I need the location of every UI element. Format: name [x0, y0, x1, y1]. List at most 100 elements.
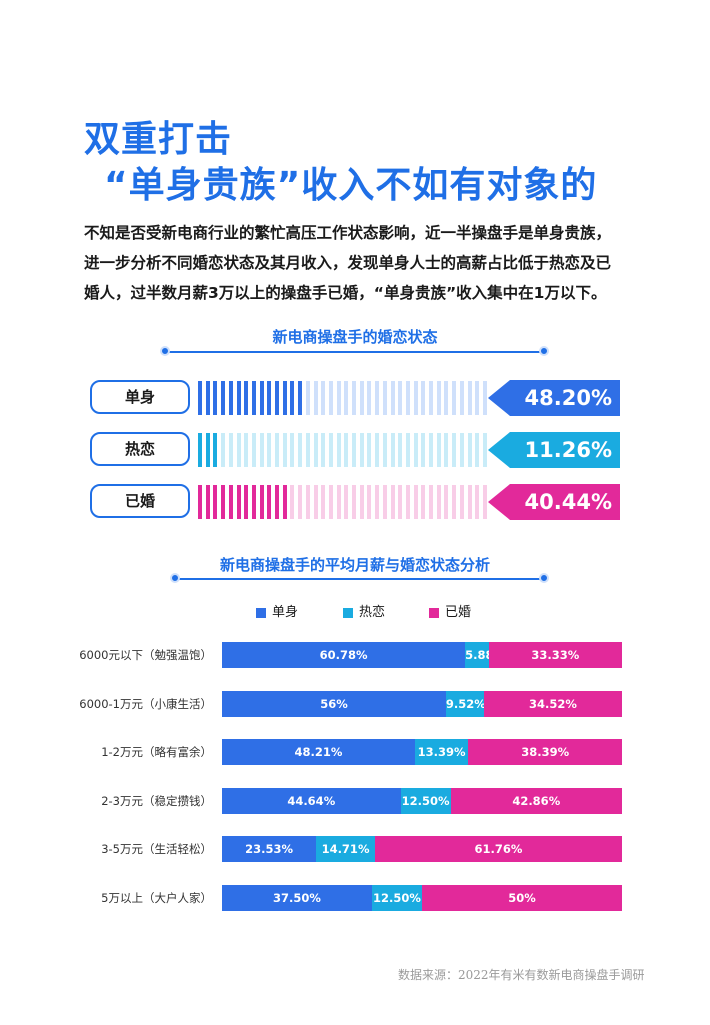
stripe-empty [421, 485, 426, 519]
stripe-empty [413, 485, 418, 519]
stripe-empty [467, 485, 472, 519]
bar-category-label: 5万以上（大户人家） [101, 890, 212, 905]
stripe-empty [244, 433, 249, 467]
stripe-empty [328, 381, 333, 415]
status-percent-label: 11.26% [524, 438, 612, 462]
stripe-empty [328, 485, 333, 519]
stripe-empty [313, 433, 318, 467]
stripe-empty [236, 433, 241, 467]
bar-row: 5万以上（大户人家） 37.50% 12.50% 50% [0, 884, 710, 911]
stripe-filled [290, 381, 295, 415]
stripe-empty [413, 433, 418, 467]
stripe-empty [429, 485, 433, 519]
stripe-empty [444, 381, 449, 415]
stripe-empty [421, 433, 426, 467]
stripe-empty [375, 433, 380, 467]
bar-segment-label: 23.53% [245, 842, 293, 856]
stripe-empty [367, 485, 372, 519]
stripe-empty [459, 433, 464, 467]
stripe-filled [251, 381, 256, 415]
stripe-filled [198, 381, 202, 415]
stripe-filled [259, 485, 264, 519]
status-label: 已婚 [90, 484, 190, 518]
stripe-empty [298, 485, 303, 519]
stripe-empty [482, 433, 487, 467]
bar-segment [468, 739, 622, 765]
bar-segment-label: 42.86% [512, 793, 561, 808]
stripe-filled [213, 381, 218, 415]
bar-category-label: 6000元以下（勉强温饱） [79, 648, 212, 662]
bar-segment-label: 44.64% [287, 793, 336, 808]
stripe-filled [221, 485, 226, 519]
section1-divider [165, 351, 545, 353]
bar-segment-label: 5.88% [465, 648, 506, 662]
stripe-empty [444, 433, 449, 467]
bar-segment [400, 787, 451, 814]
stripe-empty [436, 485, 441, 519]
section2-divider [175, 578, 545, 580]
bar-segment [374, 836, 622, 862]
stripe-empty [398, 433, 403, 467]
stripe-filled [205, 381, 210, 415]
stripe-filled [198, 485, 202, 519]
bar-row: 6000-1万元（小康生活） 56% 9.52% 34.52% [0, 690, 710, 717]
stripe-filled [275, 485, 279, 519]
bar-category-label: 6000-1万元（小康生活） [79, 696, 212, 711]
section2-divider-dot-right [539, 573, 549, 583]
stripe-empty [367, 433, 372, 467]
stripe-empty [282, 433, 287, 467]
stripe-empty [452, 485, 457, 519]
stripe-empty [290, 485, 295, 519]
page-title-line1: 双重打击 [84, 119, 233, 160]
stripe-empty [336, 485, 341, 519]
bar-segment [222, 642, 466, 668]
status-label: 热恋 [90, 432, 190, 466]
stripe-empty [367, 381, 372, 415]
stripe-empty [444, 485, 449, 519]
stripe-empty [413, 381, 418, 415]
status-percent-badge: 11.26% [488, 432, 620, 468]
stripe-empty [228, 433, 233, 467]
stripe-empty [275, 433, 279, 467]
legend-label: 已婚 [445, 605, 472, 620]
status-percent-badge: 48.20% [488, 380, 620, 416]
stripe-filled [236, 381, 241, 415]
stripe-empty [375, 485, 380, 519]
status-stripe-bar [198, 485, 498, 519]
intro-line: 进一步分析不同婚恋状态及其月收入，发现单身人士的高薪占比低于热恋及已 [84, 254, 612, 272]
stripe-empty [313, 381, 318, 415]
stripe-empty [259, 433, 264, 467]
badge-shape [488, 484, 620, 520]
bar-segment [222, 787, 401, 814]
bar-track: 37.50% 12.50% 50% [222, 884, 622, 911]
stripe-empty [305, 485, 310, 519]
stripe-empty [436, 381, 441, 415]
stripe-filled [282, 485, 287, 519]
bar-segment [450, 787, 622, 814]
stripe-filled [213, 433, 218, 467]
stripe-empty [467, 381, 472, 415]
stripe-empty [436, 433, 441, 467]
stripe-empty [398, 485, 403, 519]
status-row: 热恋 11.26% [90, 432, 620, 468]
status-percent-label: 40.44% [524, 490, 612, 514]
bar-segment [372, 884, 422, 911]
stripe-empty [421, 381, 426, 415]
stripe-empty [452, 433, 457, 467]
stripe-empty [298, 433, 303, 467]
stripe-filled [228, 485, 233, 519]
bar-segment [316, 836, 375, 862]
stripe-empty [475, 381, 480, 415]
bar-track: 23.53% 14.71% 61.76% [222, 836, 622, 862]
status-label: 单身 [90, 380, 190, 414]
stripe-empty [452, 381, 457, 415]
stripe-filled [205, 485, 210, 519]
bar-row: 6000元以下（勉强温饱） 60.78% 5.88% 33.33% [0, 642, 710, 668]
stripe-empty [429, 433, 433, 467]
stripe-empty [359, 433, 364, 467]
stripe-empty [482, 485, 487, 519]
stripe-empty [321, 485, 326, 519]
stripe-empty [475, 433, 480, 467]
stripe-empty [467, 433, 472, 467]
bar-track: 56% 9.52% 34.52% [222, 690, 622, 717]
